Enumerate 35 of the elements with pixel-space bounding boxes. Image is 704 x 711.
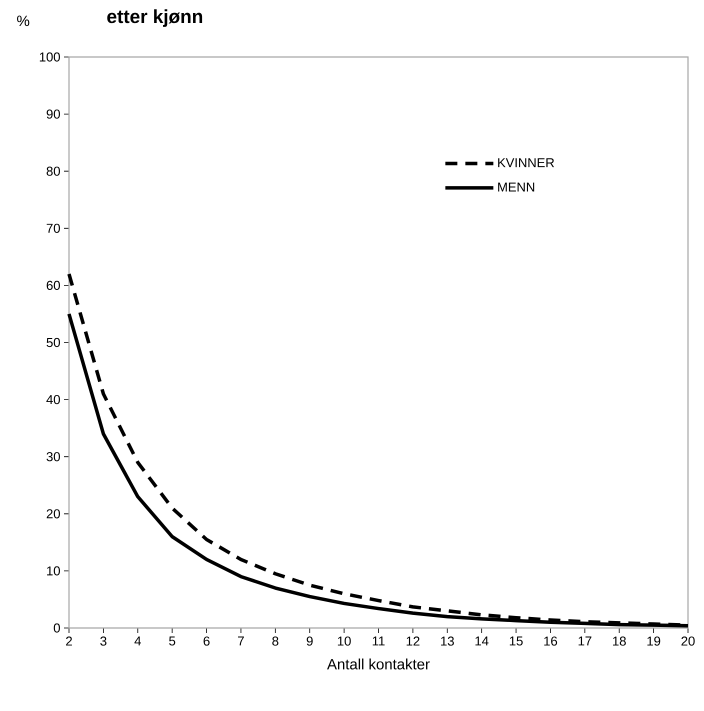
x-tick-label: 14	[475, 636, 488, 646]
x-tick-label: 6	[204, 636, 210, 646]
legend-label: MENN	[498, 182, 534, 192]
y-tick-label: 50	[46, 338, 60, 348]
x-tick-label: 2	[66, 636, 72, 646]
y-tick-label: 40	[46, 395, 60, 404]
y-axis-title: %	[17, 16, 30, 26]
x-tick-label: 17	[578, 636, 592, 646]
x-tick-label: 10	[338, 636, 351, 646]
x-tick-label: 12	[406, 636, 420, 646]
y-tick-label: 100	[40, 52, 60, 62]
x-tick-label: 20	[681, 636, 695, 646]
y-tick-label: 60	[46, 280, 60, 290]
x-tick-label: 18	[613, 636, 626, 646]
x-axis-title: Antall kontakter	[327, 658, 430, 670]
y-tick-label: 30	[46, 452, 60, 462]
x-tick-label: 11	[372, 636, 385, 646]
y-tick-label: 10	[47, 566, 60, 576]
x-tick-label: 19	[647, 636, 660, 646]
y-tick-label: 70	[46, 224, 60, 233]
chart-title: etter kjønn	[107, 9, 202, 27]
x-tick-label: 4	[134, 636, 142, 646]
y-tick-label: 80	[46, 166, 60, 176]
x-tick-label: 5	[169, 636, 176, 646]
x-tick-label: 3	[100, 636, 106, 646]
x-tick-label: 13	[441, 636, 454, 646]
y-tick-label: 90	[46, 110, 60, 119]
y-tick-label: 20	[46, 509, 60, 518]
legend-label: KVINNER	[498, 158, 554, 168]
x-tick-label: 15	[510, 636, 523, 646]
x-tick-label: 7	[238, 636, 244, 646]
x-tick-label: 9	[306, 636, 313, 646]
x-tick-label: 8	[272, 636, 278, 646]
x-tick-label: 16	[544, 636, 558, 646]
y-tick-label: 0	[54, 623, 60, 633]
